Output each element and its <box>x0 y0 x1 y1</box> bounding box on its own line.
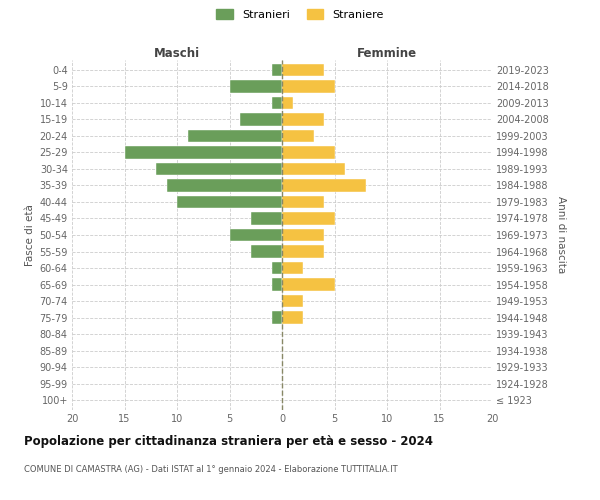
Bar <box>282 278 335 290</box>
Bar <box>229 80 282 92</box>
Bar <box>187 130 282 142</box>
Bar <box>282 130 314 142</box>
Y-axis label: Anni di nascita: Anni di nascita <box>556 196 566 274</box>
Bar <box>271 64 282 76</box>
Bar <box>271 262 282 274</box>
Legend: Stranieri, Straniere: Stranieri, Straniere <box>213 6 387 23</box>
Bar <box>282 96 293 109</box>
Bar <box>282 229 324 241</box>
Bar <box>167 180 282 192</box>
Y-axis label: Fasce di età: Fasce di età <box>25 204 35 266</box>
Bar <box>282 64 324 76</box>
Bar <box>240 113 282 126</box>
Bar <box>282 196 324 208</box>
Bar <box>282 295 303 307</box>
Bar <box>282 80 335 92</box>
Bar <box>282 312 303 324</box>
Bar <box>177 196 282 208</box>
Text: Femmine: Femmine <box>357 47 417 60</box>
Text: Maschi: Maschi <box>154 47 200 60</box>
Bar <box>282 212 335 224</box>
Bar <box>271 96 282 109</box>
Bar <box>251 246 282 258</box>
Bar <box>229 229 282 241</box>
Bar <box>251 212 282 224</box>
Bar <box>271 312 282 324</box>
Bar <box>282 246 324 258</box>
Bar <box>282 262 303 274</box>
Text: Popolazione per cittadinanza straniera per età e sesso - 2024: Popolazione per cittadinanza straniera p… <box>24 435 433 448</box>
Bar <box>271 278 282 290</box>
Text: COMUNE DI CAMASTRA (AG) - Dati ISTAT al 1° gennaio 2024 - Elaborazione TUTTITALI: COMUNE DI CAMASTRA (AG) - Dati ISTAT al … <box>24 465 398 474</box>
Bar <box>282 113 324 126</box>
Bar <box>282 180 366 192</box>
Bar <box>282 146 335 158</box>
Bar <box>125 146 282 158</box>
Bar <box>156 163 282 175</box>
Bar <box>282 163 345 175</box>
